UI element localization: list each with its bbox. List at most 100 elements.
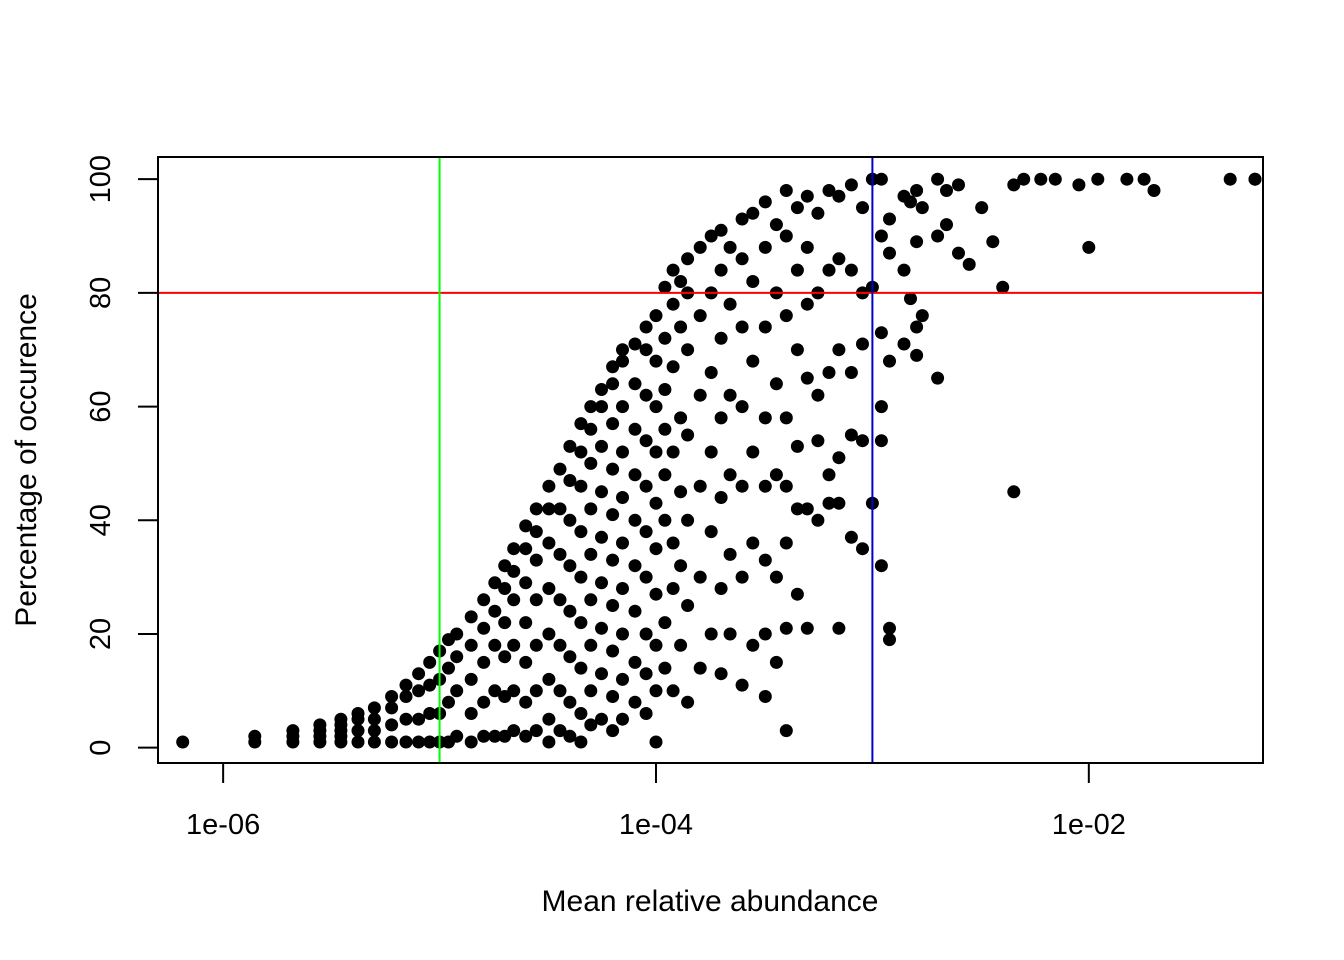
data-point (666, 360, 680, 374)
data-point (883, 621, 896, 635)
data-point (542, 627, 556, 641)
data-point (758, 627, 772, 641)
data-point (883, 246, 896, 260)
data-point (507, 542, 521, 556)
data-point (616, 354, 629, 368)
data-point (616, 343, 629, 357)
data-point (628, 559, 642, 573)
data-point (1223, 172, 1237, 186)
data-point (595, 621, 608, 635)
data-point (574, 479, 588, 493)
data-point (412, 684, 426, 698)
data-point (477, 593, 491, 607)
data-point (681, 599, 695, 612)
data-point (681, 695, 695, 709)
data-point (681, 513, 695, 527)
data-point (832, 252, 846, 266)
data-point (385, 690, 399, 703)
plot-frame (157, 156, 1264, 764)
data-point (693, 240, 707, 254)
data-point (822, 263, 836, 277)
data-point (399, 712, 413, 726)
data-point (693, 661, 707, 675)
data-point (658, 280, 672, 294)
data-point (616, 536, 629, 550)
data-point (606, 599, 620, 612)
data-point (758, 690, 772, 703)
data-point (412, 667, 426, 681)
data-point (666, 582, 680, 595)
data-point (450, 729, 464, 743)
data-point (639, 667, 653, 681)
data-point (649, 496, 663, 510)
data-point (1048, 172, 1062, 186)
data-point (714, 582, 728, 595)
data-point (811, 206, 825, 220)
data-point (649, 445, 663, 459)
data-point (464, 638, 478, 652)
data-point (811, 388, 825, 402)
data-point (674, 275, 688, 288)
data-point (746, 354, 760, 368)
data-point (769, 377, 783, 391)
data-point (351, 735, 365, 749)
x-tick-label: 1e-02 (1052, 809, 1126, 841)
data-point (616, 582, 629, 595)
data-point (746, 275, 760, 288)
data-point (758, 195, 772, 209)
data-point (628, 468, 642, 482)
data-point (616, 712, 629, 726)
data-point (800, 189, 814, 203)
data-point (313, 718, 327, 732)
data-point (616, 445, 629, 459)
data-point (940, 218, 953, 232)
data-point (553, 684, 567, 698)
data-point (519, 729, 533, 743)
data-point (595, 712, 608, 726)
data-point (519, 576, 533, 590)
data-point (464, 735, 478, 749)
data-point (746, 206, 760, 220)
y-tick-label: 80 (85, 277, 117, 309)
data-point (658, 661, 672, 675)
data-point (584, 422, 598, 436)
data-point (800, 240, 814, 254)
data-point (584, 718, 598, 732)
data-point (553, 724, 567, 738)
y-axis: 0 20 40 60 80 100 (85, 155, 158, 756)
data-point (790, 343, 804, 357)
data-point (639, 707, 653, 720)
data-point (385, 701, 399, 715)
y-tick-label: 0 (85, 740, 117, 756)
data-point (1248, 172, 1262, 186)
data-point (542, 536, 556, 550)
data-point (856, 201, 869, 215)
data-point (790, 587, 804, 601)
data-point (1034, 172, 1048, 186)
data-point (822, 184, 836, 197)
data-point (832, 343, 846, 357)
data-point (529, 593, 543, 607)
data-point (649, 542, 663, 556)
data-point (649, 309, 663, 323)
data-point (874, 559, 888, 573)
data-point (779, 479, 793, 493)
data-point (542, 735, 556, 749)
data-point (658, 616, 672, 630)
data-point (606, 508, 620, 522)
data-point (666, 263, 680, 277)
data-point (714, 331, 728, 345)
data-point (584, 684, 598, 698)
data-point (874, 172, 888, 186)
y-tick-label: 60 (85, 390, 117, 422)
data-point (507, 564, 521, 578)
data-point (800, 371, 814, 385)
data-point (779, 621, 793, 635)
data-point (832, 496, 846, 510)
data-point (488, 604, 502, 618)
y-tick-label: 100 (85, 155, 117, 203)
data-point (915, 201, 929, 215)
data-point (800, 297, 814, 311)
data-point (639, 479, 653, 493)
data-point (574, 570, 588, 584)
